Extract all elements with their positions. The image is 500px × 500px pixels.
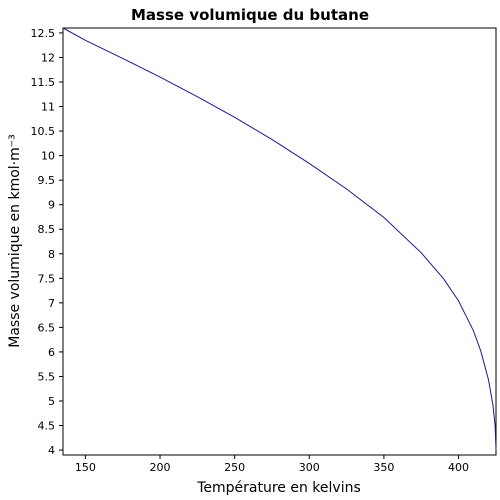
x-axis-label: Température en kelvins <box>196 480 361 496</box>
y-tick-label: 6.5 <box>38 321 56 334</box>
y-tick-label: 6 <box>48 346 55 359</box>
y-tick-label: 12 <box>41 51 55 64</box>
y-tick-label: 7 <box>48 297 55 310</box>
x-tick-label: 350 <box>373 461 394 474</box>
y-tick-label: 9.5 <box>38 174 56 187</box>
y-tick-label: 8.5 <box>38 223 56 236</box>
x-tick-label: 200 <box>150 461 171 474</box>
y-tick-label: 10.5 <box>31 125 56 138</box>
y-tick-label: 10 <box>41 150 55 163</box>
x-tick-label: 400 <box>448 461 469 474</box>
y-tick-label: 12.5 <box>31 27 56 40</box>
y-tick-label: 4.5 <box>38 420 56 433</box>
y-tick-label: 11 <box>41 101 55 114</box>
x-tick-label: 150 <box>75 461 96 474</box>
x-tick-label: 250 <box>224 461 245 474</box>
y-axis: 4 4.5 5 5.5 6 6.5 7 7.5 8 8.5 9 9.5 10 10.5 11 11.5 12 12… <box>31 27 63 457</box>
y-tick-label: 8 <box>48 248 55 261</box>
y-axis-label: Masse volumique en kmol·m⁻³ <box>7 134 23 348</box>
y-tick-label: 7.5 <box>38 272 56 285</box>
x-tick-label: 300 <box>299 461 320 474</box>
y-tick-label: 9 <box>48 199 55 212</box>
y-tick-label: 5.5 <box>38 370 56 383</box>
x-axis: 150 200 250 300 350 400 <box>75 455 469 474</box>
plot-frame <box>62 27 497 456</box>
y-tick-label: 4 <box>48 444 55 457</box>
y-tick-label: 11.5 <box>31 76 56 89</box>
density-curve <box>62 27 497 451</box>
y-tick-label: 5 <box>48 395 55 408</box>
chart-title: Masse volumique du butane <box>131 6 369 24</box>
